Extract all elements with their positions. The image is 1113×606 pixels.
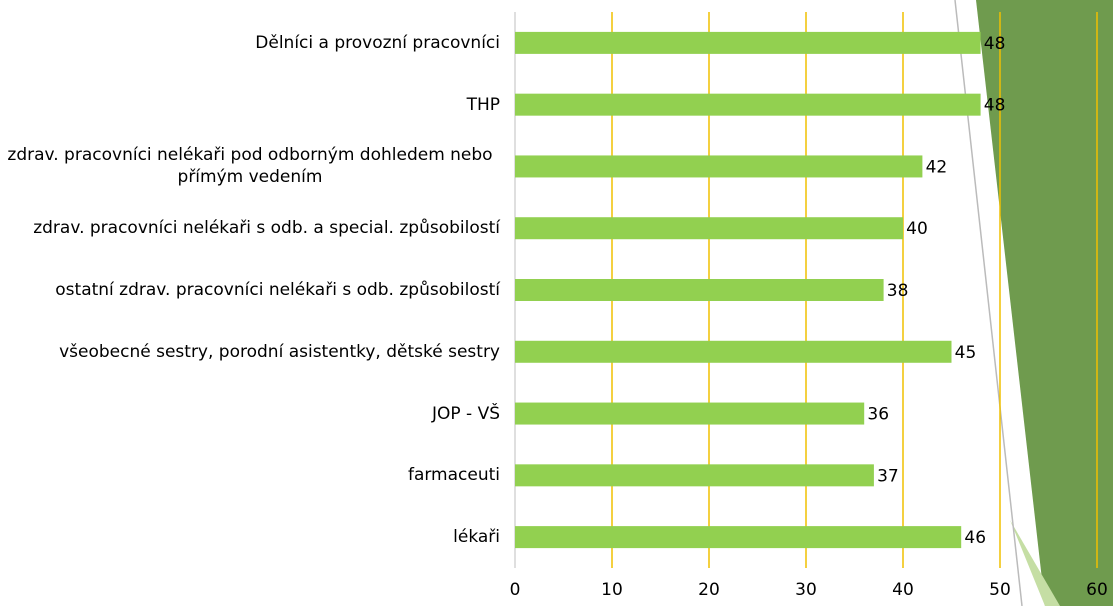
category-label: všeobecné sestry, porodní asistentky, dě… <box>59 341 500 363</box>
value-label: 42 <box>926 157 948 177</box>
value-label: 48 <box>984 34 1006 54</box>
category-text: THP <box>466 94 500 115</box>
x-tick-label: 40 <box>892 580 914 600</box>
category-label: farmaceuti <box>408 464 500 486</box>
bar <box>515 31 981 54</box>
category-text: Dělníci a provozní pracovníci <box>255 32 500 53</box>
category-label: zdrav. pracovníci nelékaři s odb. a spec… <box>33 217 500 239</box>
category-text: JOP - VŠ <box>431 403 500 424</box>
category-text: všeobecné sestry, porodní asistentky, dě… <box>59 341 500 362</box>
category-label: lékaři <box>453 526 500 548</box>
category-label: ostatní zdrav. pracovníci nelékaři s odb… <box>55 279 500 301</box>
value-label: 36 <box>867 405 889 425</box>
category-label: JOP - VŠ <box>432 403 500 425</box>
bar <box>515 279 884 301</box>
bar <box>515 464 874 487</box>
value-label: 38 <box>887 281 909 301</box>
decor-dark <box>976 0 1113 606</box>
category-label: THP <box>467 94 500 116</box>
value-label: 45 <box>955 343 977 363</box>
bar <box>515 155 923 178</box>
bar <box>515 526 962 549</box>
category-label: Dělníci a provozní pracovníci <box>255 32 500 54</box>
bar <box>515 340 952 363</box>
x-tick-label: 30 <box>795 580 817 600</box>
category-text: ostatní zdrav. pracovníci nelékaři s odb… <box>55 280 500 300</box>
x-tick-label: 20 <box>698 580 720 600</box>
category-text: farmaceuti <box>407 465 500 486</box>
decor-light <box>1010 520 1060 606</box>
value-label: 48 <box>984 96 1006 116</box>
category-label: zdrav. pracovníci nelékaři pod odborným … <box>0 144 500 188</box>
bar <box>515 402 865 425</box>
x-tick-label: 10 <box>601 580 623 600</box>
bar <box>515 217 903 240</box>
category-text: zdrav. pracovníci nelékaři s odb. a spec… <box>33 218 500 239</box>
value-label: 37 <box>877 466 899 486</box>
x-tick-label: 50 <box>989 580 1011 600</box>
x-tick-label: 0 <box>510 580 521 600</box>
bar <box>515 93 981 116</box>
value-label: 46 <box>964 528 986 548</box>
x-tick-label: 60 <box>1086 580 1108 600</box>
category-text: zdrav. pracovníci nelékaři pod odborným … <box>7 145 493 188</box>
value-label: 40 <box>906 219 928 239</box>
category-text: lékaři <box>453 527 500 548</box>
